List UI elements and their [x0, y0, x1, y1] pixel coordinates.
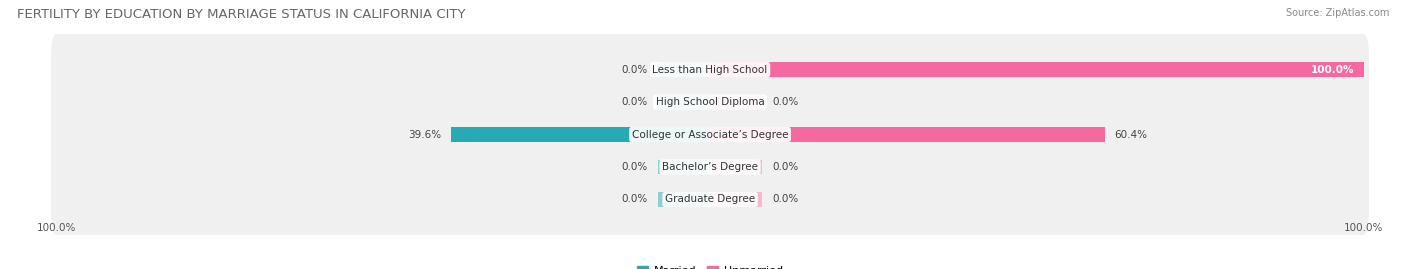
Text: Less than High School: Less than High School: [652, 65, 768, 75]
Bar: [658, 160, 710, 174]
Text: 0.0%: 0.0%: [621, 97, 648, 107]
Bar: [658, 62, 710, 77]
Bar: [658, 95, 710, 109]
Text: 100.0%: 100.0%: [1310, 65, 1354, 75]
Bar: [710, 192, 762, 207]
Text: FERTILITY BY EDUCATION BY MARRIAGE STATUS IN CALIFORNIA CITY: FERTILITY BY EDUCATION BY MARRIAGE STATU…: [17, 8, 465, 21]
Text: 0.0%: 0.0%: [621, 194, 648, 204]
FancyBboxPatch shape: [51, 132, 1369, 203]
Legend: Married, Unmarried: Married, Unmarried: [633, 261, 787, 269]
Text: 0.0%: 0.0%: [772, 97, 799, 107]
Bar: [710, 62, 1364, 77]
Text: High School Diploma: High School Diploma: [655, 97, 765, 107]
Text: 0.0%: 0.0%: [772, 194, 799, 204]
Text: 0.0%: 0.0%: [772, 162, 799, 172]
Text: 60.4%: 60.4%: [1115, 129, 1147, 140]
Text: Bachelor’s Degree: Bachelor’s Degree: [662, 162, 758, 172]
FancyBboxPatch shape: [51, 34, 1369, 105]
Text: 0.0%: 0.0%: [621, 162, 648, 172]
Text: College or Associate’s Degree: College or Associate’s Degree: [631, 129, 789, 140]
FancyBboxPatch shape: [51, 66, 1369, 137]
Text: Source: ZipAtlas.com: Source: ZipAtlas.com: [1285, 8, 1389, 18]
Bar: [710, 160, 762, 174]
Text: 39.6%: 39.6%: [408, 129, 441, 140]
Text: Graduate Degree: Graduate Degree: [665, 194, 755, 204]
Bar: [658, 192, 710, 207]
FancyBboxPatch shape: [51, 164, 1369, 235]
Bar: [451, 127, 710, 142]
FancyBboxPatch shape: [51, 99, 1369, 170]
Text: 0.0%: 0.0%: [621, 65, 648, 75]
Bar: [710, 95, 762, 109]
Bar: [710, 127, 1105, 142]
